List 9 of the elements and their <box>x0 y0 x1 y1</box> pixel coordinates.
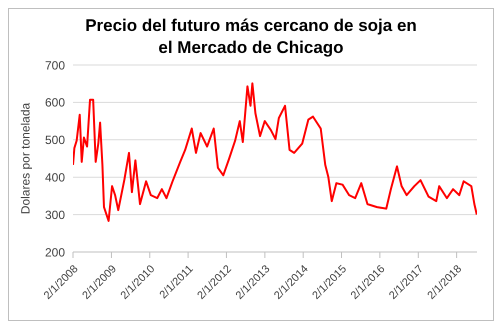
y-tick-label: 600 <box>44 96 66 110</box>
y-tick-label: 400 <box>44 170 66 184</box>
y-tick-label: 700 <box>44 58 66 72</box>
line-series <box>73 82 477 222</box>
y-axis-title: Dolares por tonelada <box>18 102 32 214</box>
chart-title: Precio del futuro más cercano de soja en el Mercado de Chicago <box>84 15 418 59</box>
y-tick-label: 300 <box>44 208 66 222</box>
y-tick-label: 500 <box>44 133 66 148</box>
y-tick-label: 200 <box>44 245 66 260</box>
